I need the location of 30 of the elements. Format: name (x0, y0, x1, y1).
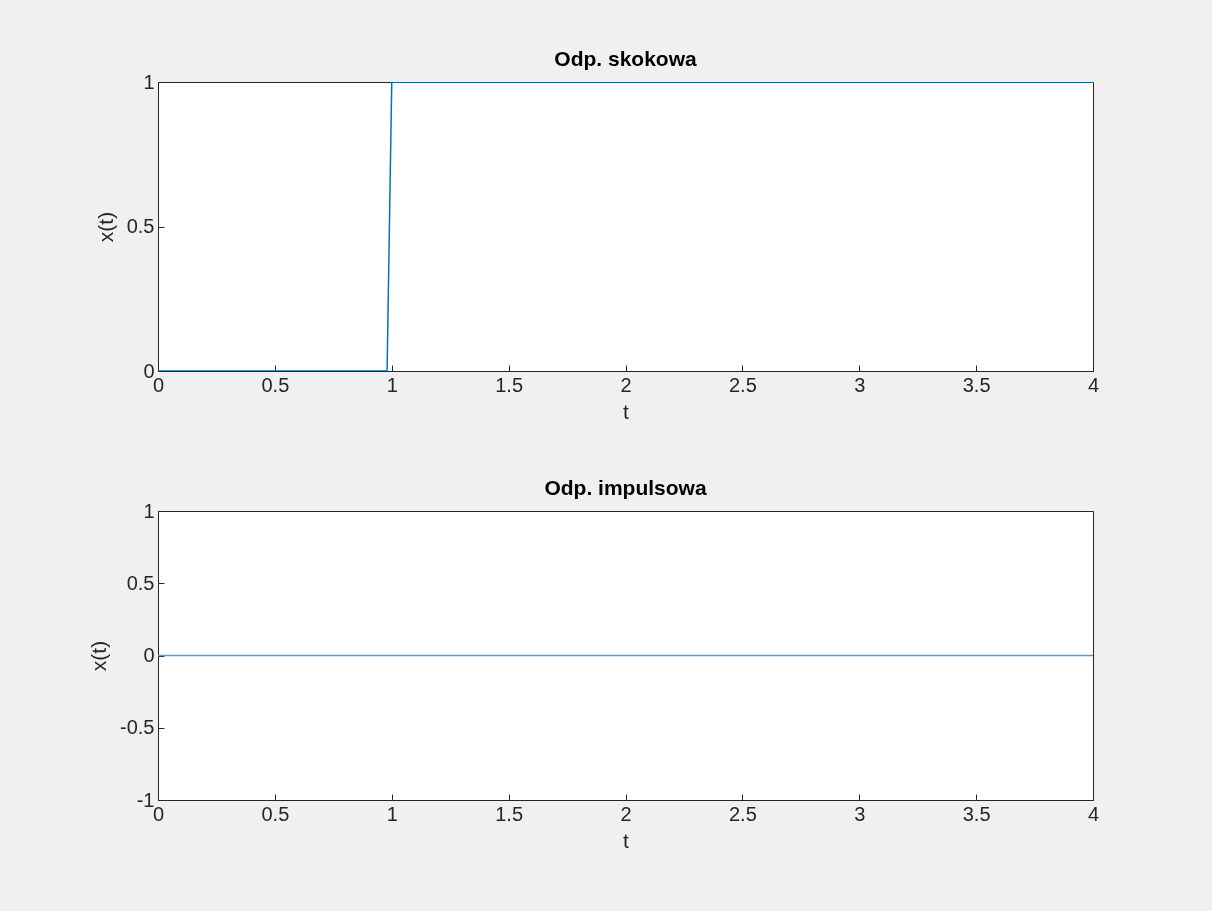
x-tick-label: 3.5 (962, 802, 991, 825)
x-tick-label: 4 (1087, 802, 1100, 825)
x-tick-label: 0.5 (261, 373, 290, 396)
y-tick-label: 1 (143, 499, 155, 522)
x-tick-label: 4 (1087, 373, 1100, 396)
chart-title: Odp. impulsowa (544, 476, 707, 499)
x-tick-label: 1.5 (495, 373, 524, 396)
x-axis-title: t (623, 399, 630, 423)
x-tick-label: 2 (620, 373, 632, 396)
x-tick-label: 0.5 (261, 802, 290, 825)
y-axis-title: x(t) (93, 211, 117, 243)
x-tick-label: 3 (854, 373, 866, 396)
x-tick-label: 2 (620, 802, 632, 825)
y-tick-label: 0.5 (126, 215, 155, 237)
y-axis-title: x(t) (87, 640, 111, 672)
x-tick-label: 1.5 (495, 802, 524, 825)
x-axis-title: t (623, 828, 630, 852)
y-tick-label: 0 (143, 644, 155, 666)
y-tick-label: 0.5 (126, 571, 155, 594)
x-tick-label: 3.5 (962, 373, 991, 396)
y-tick-label: 1 (143, 70, 155, 93)
x-tick-label: 3 (854, 802, 866, 825)
chart-title: Odp. skokowa (554, 47, 697, 70)
x-tick-label: 2.5 (728, 802, 757, 825)
x-tick-label: 1 (386, 802, 398, 825)
y-tick-label: -1 (136, 788, 155, 811)
x-tick-label: 2.5 (728, 373, 757, 396)
y-tick-label: 0 (143, 359, 155, 382)
y-tick-label: -0.5 (120, 716, 155, 739)
x-tick-label: 1 (386, 373, 398, 396)
